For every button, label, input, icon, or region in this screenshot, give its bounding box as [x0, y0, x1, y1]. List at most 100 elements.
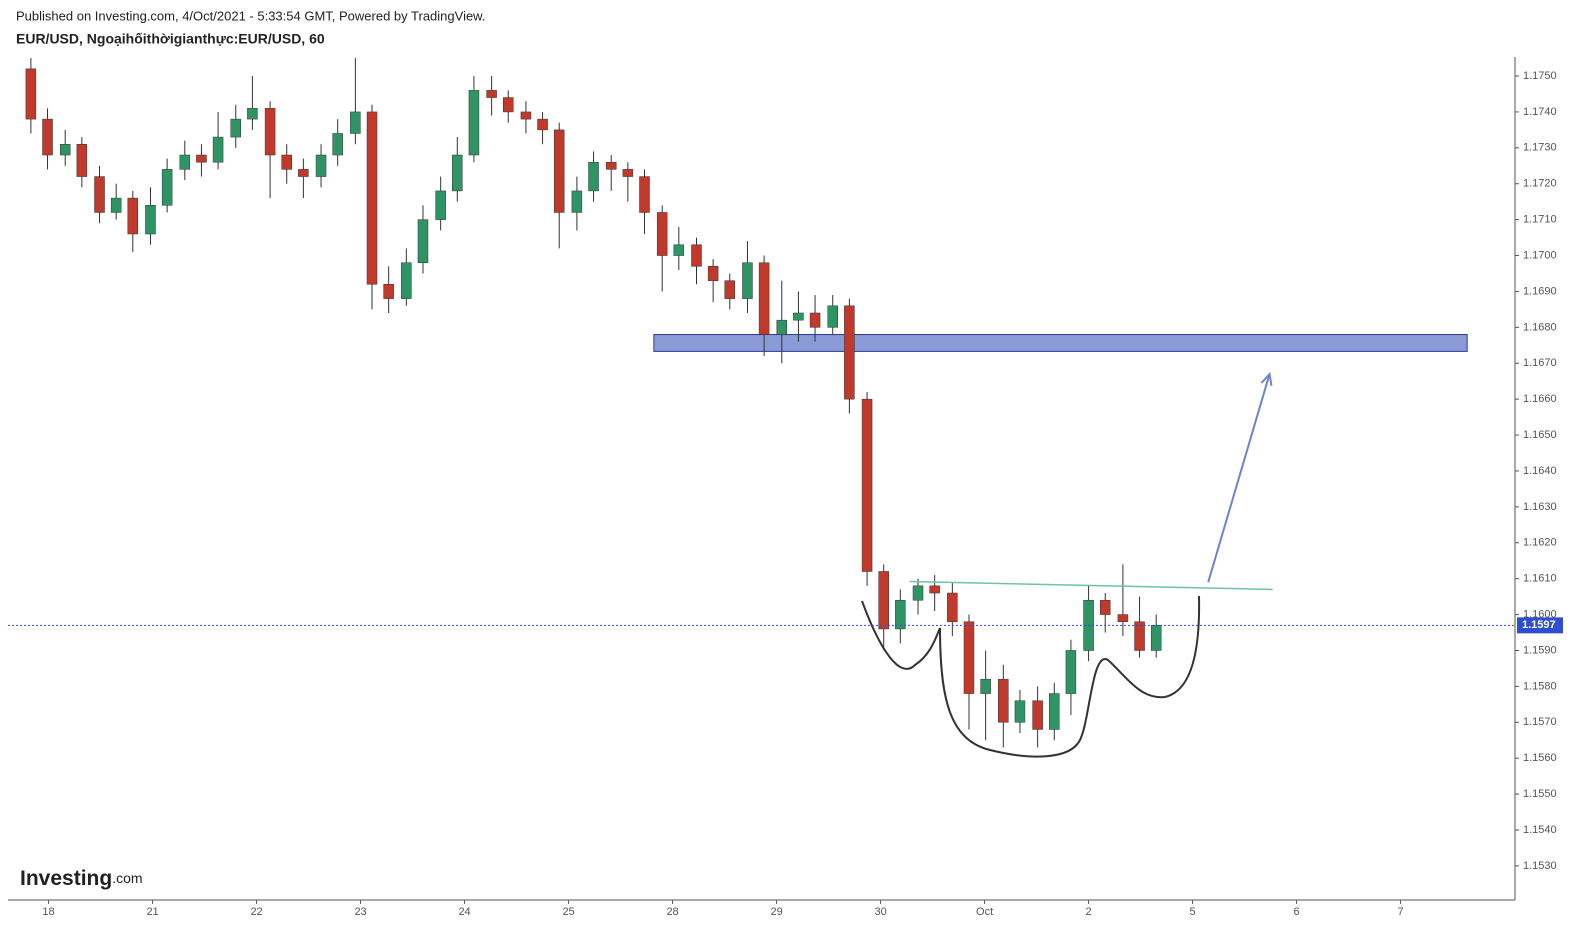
candle-body	[1065, 650, 1077, 694]
candle-body	[145, 205, 156, 235]
candle-body	[1032, 700, 1043, 730]
candle-body	[1014, 700, 1026, 723]
candle-body	[1099, 599, 1111, 615]
y-tick-label: 1.1680	[1523, 321, 1557, 333]
resistance-zone	[653, 334, 1468, 352]
candle-body	[844, 305, 855, 400]
candle-body	[281, 154, 292, 170]
candle-body	[25, 68, 37, 120]
candle-body	[247, 108, 258, 120]
y-tick-label: 1.1710	[1523, 214, 1557, 226]
candle-body	[691, 244, 702, 267]
candle-body	[707, 266, 719, 281]
x-tick-label: 5	[1190, 906, 1196, 918]
candle-body	[998, 678, 1009, 723]
published-note: Published on Investing.com, 4/Oct/2021 -…	[16, 8, 485, 23]
candle-body	[520, 111, 532, 120]
candle-body	[742, 262, 753, 299]
candle-body	[963, 621, 975, 694]
candle-body	[76, 143, 88, 177]
y-tick-label: 1.1530	[1523, 860, 1557, 872]
candle-body	[1049, 693, 1060, 730]
candle-body	[809, 312, 821, 328]
candle-body	[1150, 625, 1162, 651]
candle-body	[929, 585, 940, 594]
candle-body	[42, 118, 53, 156]
y-tick-label: 1.1590	[1523, 644, 1557, 656]
candle-body	[401, 262, 412, 299]
candle-body	[980, 678, 991, 694]
x-tick-label: 6	[1294, 906, 1300, 918]
candle-body	[553, 129, 565, 213]
arrow-head	[1260, 371, 1273, 387]
y-tick-label: 1.1750	[1523, 70, 1557, 82]
candle-body	[127, 197, 139, 235]
y-tick-label: 1.1650	[1523, 429, 1557, 441]
candle-body	[605, 161, 617, 170]
y-tick-label: 1.1620	[1523, 537, 1557, 549]
x-tick-label: 7	[1398, 906, 1404, 918]
candle-body	[59, 143, 71, 156]
candle-body	[315, 154, 327, 177]
candle-body	[724, 280, 736, 299]
candle-body	[417, 219, 429, 263]
logo-brand: Investing	[20, 867, 112, 890]
candle-body	[947, 592, 958, 623]
y-tick-label: 1.1670	[1523, 357, 1557, 369]
y-tick-label: 1.1570	[1523, 716, 1557, 728]
candle-body	[673, 244, 685, 256]
candle-body	[230, 118, 242, 138]
y-tick-label: 1.1640	[1523, 465, 1557, 477]
y-tick-label: 1.1540	[1523, 824, 1557, 836]
x-tick-label: 22	[250, 906, 262, 918]
x-tick-label: 25	[562, 906, 574, 918]
candle-body	[383, 284, 394, 299]
candle-body	[435, 190, 446, 220]
x-tick-label: 28	[666, 906, 678, 918]
candle-body	[503, 97, 514, 113]
candle-body	[1134, 621, 1145, 651]
y-tick-label: 1.1700	[1523, 249, 1557, 261]
target-arrow	[1207, 373, 1271, 583]
candle-body	[264, 108, 276, 156]
candle-body	[212, 136, 224, 163]
x-tick-label: 2	[1086, 906, 1092, 918]
candle-body	[776, 319, 788, 335]
y-tick-label: 1.1660	[1523, 393, 1557, 405]
last-price-label: 1.1597	[1522, 619, 1556, 631]
candle-body	[94, 176, 105, 213]
candle-body	[161, 169, 173, 206]
y-tick-label: 1.1560	[1523, 752, 1557, 764]
candle-body	[366, 111, 378, 285]
candle-body	[878, 571, 889, 630]
candle-body	[827, 305, 838, 328]
candle-body	[639, 176, 650, 213]
pattern-curve	[861, 595, 1201, 758]
candle-body	[468, 90, 480, 156]
candle-body	[571, 190, 583, 213]
last-price-box	[1517, 617, 1563, 634]
candle-body	[861, 398, 873, 572]
x-tick-label: 18	[42, 906, 54, 918]
x-tick-label: 29	[770, 906, 782, 918]
y-tick-label: 1.1730	[1523, 142, 1557, 154]
candle-body	[656, 212, 668, 256]
x-tick-label: 23	[354, 906, 366, 918]
y-tick-label: 1.1690	[1523, 285, 1557, 297]
candle-body	[486, 90, 497, 98]
y-tick-label: 1.1550	[1523, 788, 1557, 800]
y-tick-label: 1.1720	[1523, 178, 1557, 190]
logo: Investing.com	[20, 867, 143, 890]
y-tick-label: 1.1610	[1523, 573, 1557, 585]
candle-body	[350, 111, 361, 134]
candle-body	[588, 161, 599, 192]
candle-body	[758, 262, 770, 335]
candle-body	[622, 169, 634, 177]
candle-body	[332, 133, 343, 156]
x-tick-label: 21	[146, 906, 158, 918]
candle-body	[793, 312, 804, 321]
y-tick-label: 1.1630	[1523, 501, 1557, 513]
logo-suffix: .com	[112, 870, 142, 886]
